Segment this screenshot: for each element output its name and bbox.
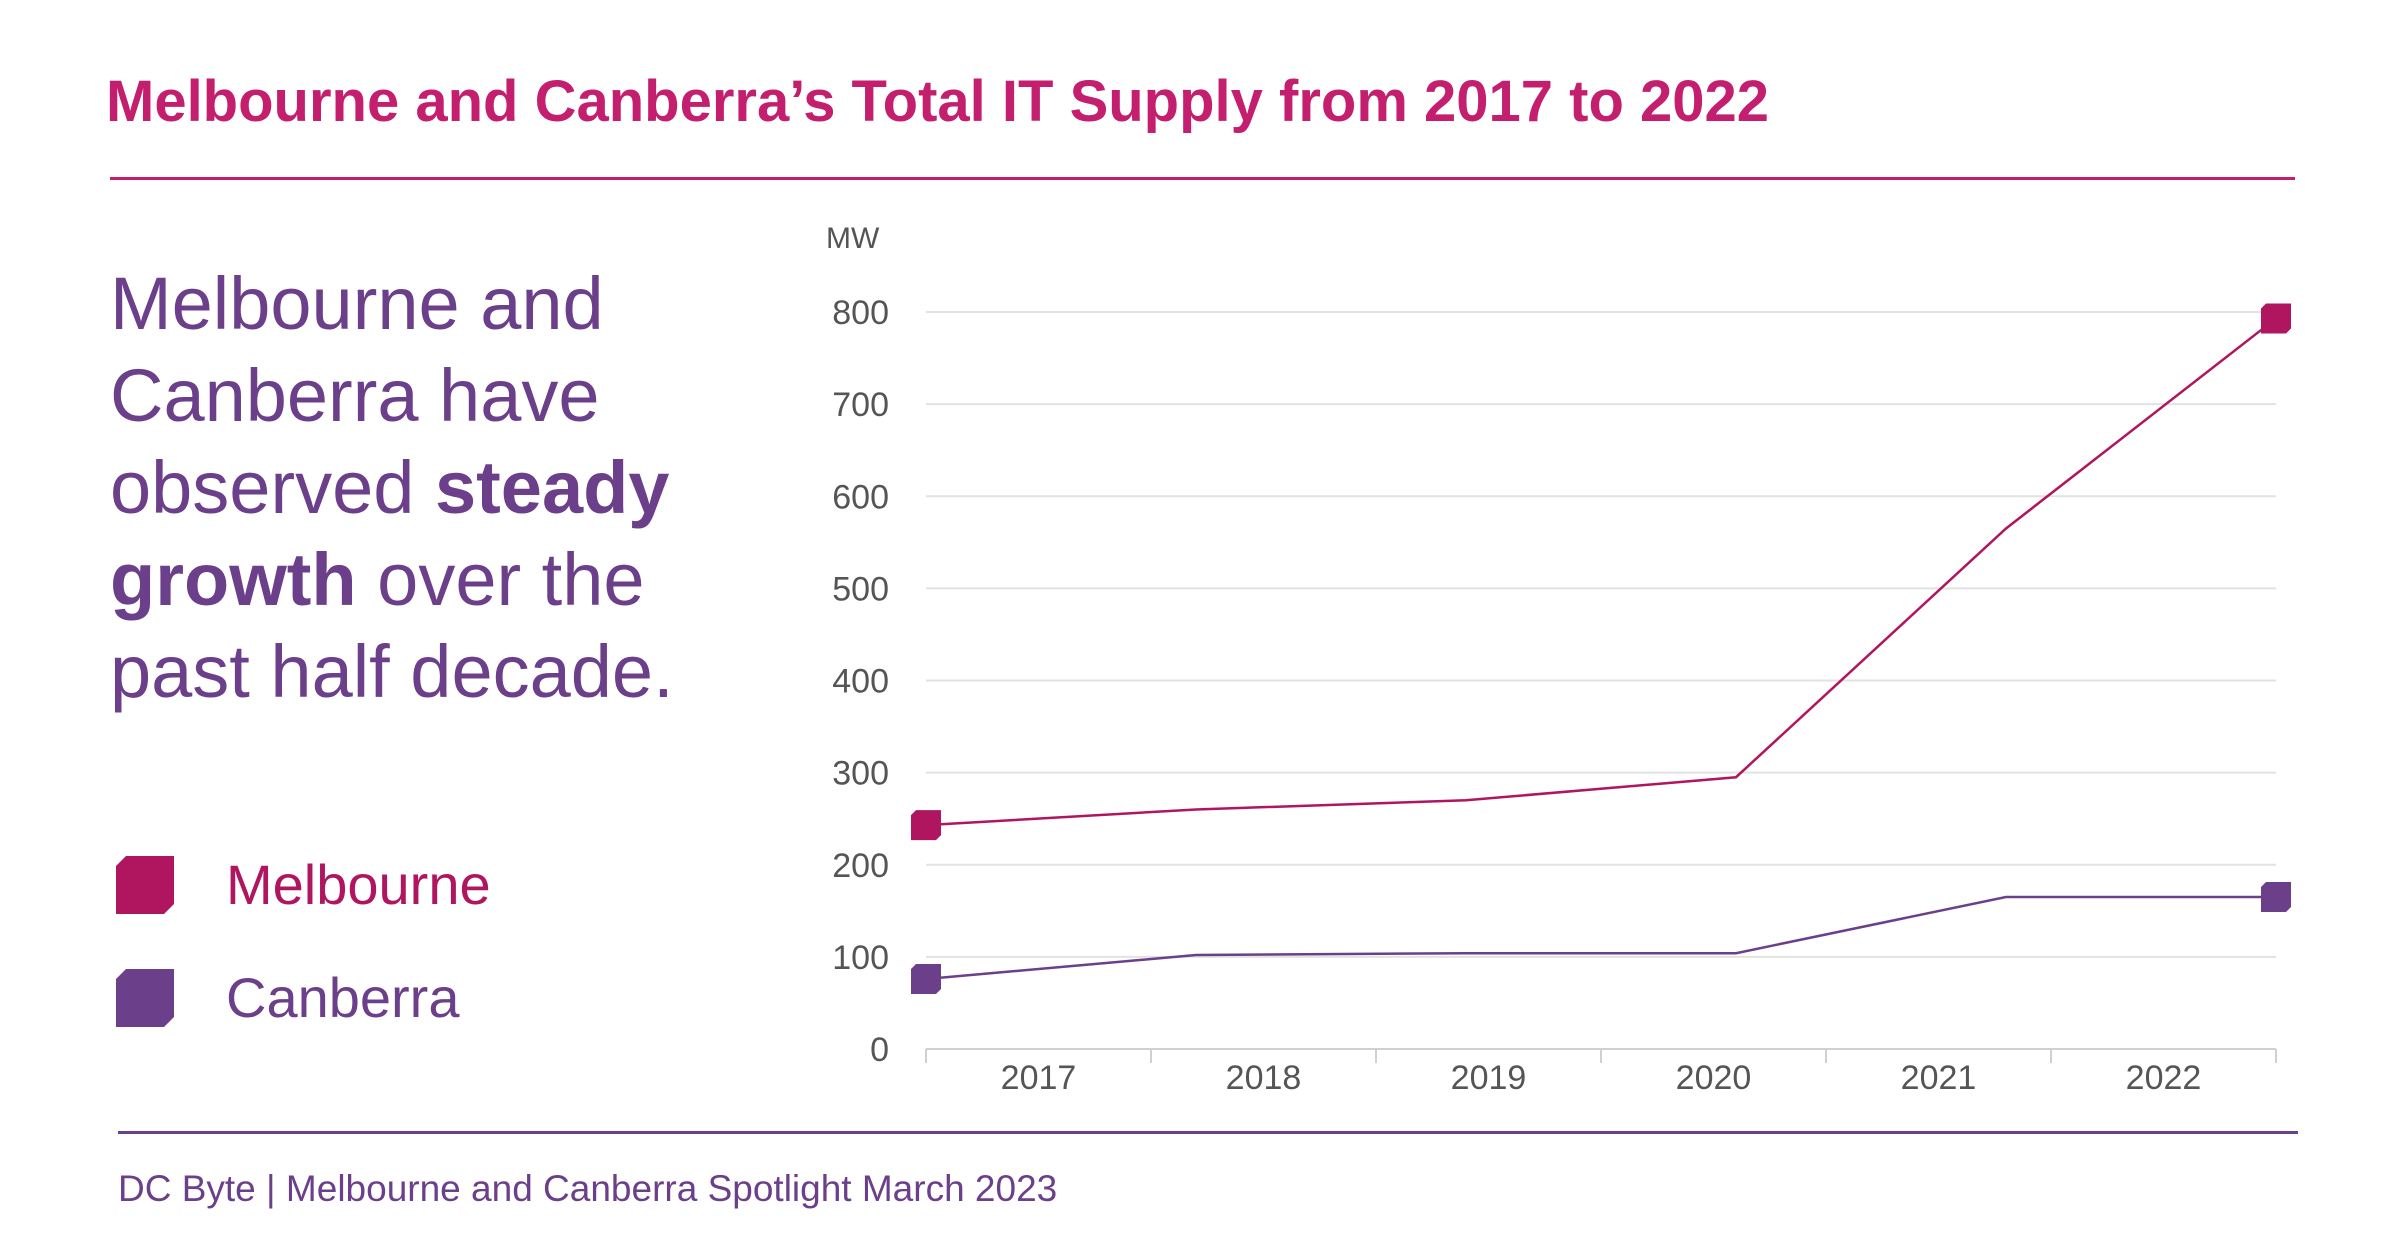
x-tick-label: 2018 — [1226, 1059, 1302, 1097]
y-tick-label: 100 — [832, 939, 889, 977]
data-point-marker-canberra — [2261, 881, 2291, 912]
headline-emphasis-steady: steady — [434, 446, 670, 529]
data-point-canberra — [1735, 952, 1737, 954]
data-point-melbourne — [1735, 776, 1737, 778]
page-title: Melbourne and Canberra’s Total IT Supply… — [106, 69, 1770, 134]
headline-text: Melbourne and Canberra have observed ste… — [110, 258, 750, 718]
y-tick-label: 800 — [832, 294, 889, 332]
legend-item-melbourne: Melbourne — [116, 852, 491, 917]
data-point-marker-canberra — [911, 963, 941, 994]
title-divider — [110, 177, 2295, 180]
series-line-canberra — [925, 895, 2276, 981]
data-point-melbourne — [1465, 799, 1467, 801]
data-point-marker-melbourne — [911, 810, 941, 841]
data-point-canberra — [1465, 952, 1467, 954]
headline-emphasis-growth: growth — [110, 538, 357, 621]
footer-divider — [118, 1131, 2298, 1134]
x-tick-label: 2021 — [1901, 1059, 1977, 1097]
headline-line-3: observed — [110, 446, 435, 529]
x-tick-label: 2017 — [1001, 1059, 1077, 1097]
melbourne-marker-icon — [116, 855, 174, 914]
y-tick-label: 200 — [832, 847, 889, 885]
canberra-marker-icon — [116, 968, 174, 1027]
data-point-melbourne — [2005, 527, 2007, 529]
y-tick-label: 300 — [832, 755, 889, 793]
y-tick-label: 700 — [832, 386, 889, 424]
data-point-canberra — [1195, 954, 1197, 956]
y-tick-label: 500 — [832, 570, 889, 608]
headline-line-5: past half decade. — [110, 630, 674, 713]
footer-source: DC Byte | Melbourne and Canberra Spotlig… — [118, 1168, 1058, 1209]
series-line-melbourne — [925, 317, 2277, 827]
x-tick-label: 2019 — [1451, 1059, 1527, 1097]
data-point-melbourne — [1195, 808, 1197, 810]
x-tick-label: 2022 — [2126, 1059, 2202, 1097]
y-axis-unit-label: MW — [826, 222, 880, 255]
y-tick-label: 400 — [832, 663, 889, 701]
data-point-marker-melbourne — [2261, 303, 2291, 334]
data-point-canberra — [2005, 896, 2007, 898]
legend-item-canberra: Canberra — [116, 965, 459, 1030]
y-tick-label: 600 — [832, 478, 889, 516]
legend-label-canberra: Canberra — [226, 966, 460, 1029]
headline-line-1: Melbourne and — [110, 262, 604, 345]
headline-line-4: over the — [356, 538, 645, 621]
y-tick-label: 0 — [870, 1031, 889, 1069]
x-tick-label: 2020 — [1676, 1059, 1752, 1097]
legend-label-melbourne: Melbourne — [226, 853, 491, 916]
headline-line-2: Canberra have — [110, 354, 600, 437]
